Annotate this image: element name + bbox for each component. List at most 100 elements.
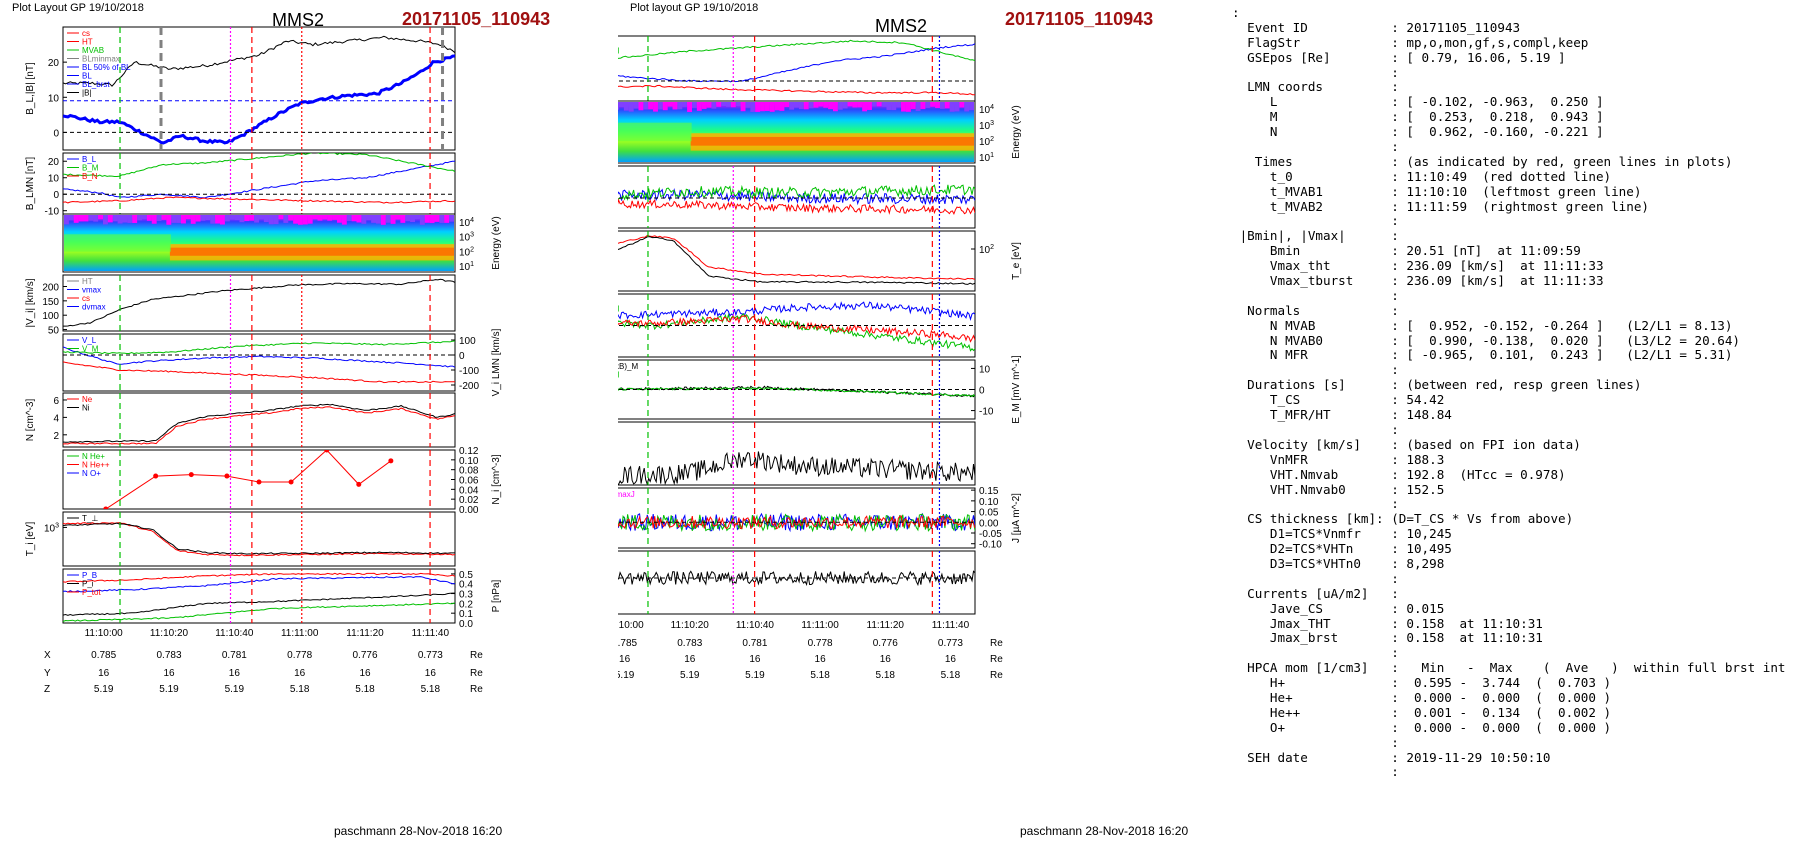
mid-panel-8: -0.15-0.1-0.0500.050.1J*E' [nW m^-3]J*E' — [618, 550, 976, 615]
spectrogram-noise-cell — [142, 215, 147, 220]
spectrogram-noise-cell — [735, 102, 741, 107]
y-tick-label-right: 0.4 — [459, 580, 473, 591]
spectrogram-noise-cell — [73, 215, 79, 223]
spectrogram-noise-cell — [721, 102, 727, 107]
spectrogram-noise-cell — [944, 102, 950, 109]
mid-spacecraft-title: MMS2 — [875, 16, 928, 36]
position-value: 16 — [425, 668, 437, 679]
series-group — [618, 301, 975, 352]
info-line: Velocity [km/s] : (based on FPI ion data… — [1232, 436, 1581, 452]
series--j- — [618, 451, 975, 485]
left-spacecraft-title: MMS2 — [272, 10, 325, 30]
spectrogram-noise-cell — [434, 215, 440, 222]
info-line: N MVAB : [ 0.952, -0.152, -0.264 ] (L2/L… — [1232, 317, 1733, 333]
y-tick-label: 6 — [53, 396, 59, 407]
series-t-par — [618, 234, 975, 281]
series-p-g — [63, 602, 455, 622]
info-line: : — [1232, 496, 1399, 512]
panel-ylabel: N_i [cm^-3] — [491, 454, 502, 504]
spectrogram-noise-cell — [774, 102, 780, 111]
y-tick-label-right: 102 — [979, 244, 994, 256]
legend-entry: dvmax — [82, 303, 106, 312]
spectrogram-noise-cell — [239, 215, 245, 223]
legend-entry: |J|_maxJ — [618, 490, 635, 499]
panel-ylabel: |V_i| [km/s] — [25, 278, 36, 327]
x-tick-label: 11:10:20 — [671, 620, 710, 631]
legend-entry: HT — [82, 38, 93, 47]
info-line: N MVAB0 : [ 0.990, -0.138, 0.020 ] (L3/L… — [1232, 332, 1740, 348]
info-line: : — [1232, 213, 1399, 229]
spectrogram-noise-cell — [842, 102, 848, 109]
spectrogram-noise-cell — [322, 215, 328, 220]
info-line: VHT.Nmvab : 192.8 (HTcc = 0.978) — [1232, 466, 1566, 482]
spectrogram-noise-cell — [905, 102, 911, 112]
spectrogram-noise-cell — [405, 215, 411, 222]
data-point — [324, 450, 330, 453]
panel-ylabel: B_L,|B| [nT] — [25, 62, 36, 115]
position-value: 16 — [359, 668, 371, 679]
legend-entry: BLminmax — [82, 55, 120, 64]
series-group — [63, 340, 455, 384]
panel-frame — [62, 213, 456, 273]
info-line: |Bmin|, |Vmax| : — [1232, 228, 1399, 244]
series-group — [618, 385, 975, 398]
spectrogram-noise-cell — [657, 102, 663, 110]
panel-ylabel: P [nPa] — [491, 579, 502, 612]
series-group — [63, 403, 455, 445]
spectrogram-noise-cell — [619, 102, 624, 108]
spectrogram-noise-cell — [210, 215, 216, 224]
series-e-l — [618, 301, 975, 321]
panel-ylabel: J [µA m^-2] — [1011, 493, 1022, 543]
spectrogram-noise-cell — [920, 102, 926, 110]
spectrogram-noise-cell — [740, 102, 746, 112]
data-point — [356, 481, 362, 487]
spectrogram-noise-cell — [244, 215, 250, 222]
spectrogram-tick-label: 103 — [459, 232, 474, 244]
info-line: : — [1232, 734, 1399, 750]
position-value: 16 — [98, 668, 110, 679]
series-group — [618, 512, 975, 533]
series-group — [618, 570, 975, 587]
spectrogram-noise-cell — [103, 215, 108, 225]
legend-entry: BL — [82, 72, 92, 81]
y-tick-label: 0 — [53, 128, 59, 139]
mid-footer: paschmann 28-Nov-2018 16:20 — [1020, 824, 1189, 838]
position-unit: Re — [470, 668, 483, 679]
panel-ylabel: V_i LMN [km/s] — [491, 328, 502, 396]
spectrogram-noise-cell — [857, 102, 863, 108]
info-line: Times : (as indicated by red, green line… — [1232, 153, 1733, 169]
position-value: 0.776 — [352, 650, 377, 661]
series-t-perp — [618, 236, 975, 285]
y-tick-label-right: 0.10 — [459, 456, 479, 467]
spectrogram-noise-cell — [798, 102, 804, 110]
spectrogram-noise-cell — [181, 215, 186, 224]
position-row-label: X — [44, 650, 51, 661]
y-tick-label: 10 — [48, 93, 60, 104]
info-line: SEH date : 2019-11-29 10:50:10 — [1232, 749, 1551, 765]
legend-entry: P_B — [82, 571, 97, 580]
spectrogram-noise-cell — [750, 102, 756, 112]
info-line: D2=TCS*VHTn : 10,495 — [1232, 541, 1452, 557]
spectrogram-noise-cell — [298, 215, 303, 225]
spectrogram-noise-cell — [794, 102, 799, 108]
legend-entry: B_M — [618, 47, 620, 56]
spectrogram-noise-cell — [789, 102, 795, 110]
position-value: 5.18 — [421, 684, 441, 695]
y-tick-label-right: -0.05 — [979, 529, 1002, 540]
left-panel-6: 0.120.100.080.060.040.020.00 N_i [cm^-3] N… — [62, 446, 502, 516]
left-panel-2: 104 103 102 101 Energy (eV) — [62, 213, 502, 273]
x-tick-label: 11:10:00 — [618, 620, 644, 631]
spectrogram-noise-cell — [68, 215, 74, 221]
left-panel-8: 0.50.40.30.20.10.0 P [nPa] P_BP_iP_tot — [62, 568, 502, 630]
spectrogram-noise-cell — [682, 102, 688, 107]
y-tick-label-right: 0.00 — [459, 505, 479, 516]
x-tick-label: 11:11:40 — [412, 628, 450, 639]
series--b- — [63, 35, 455, 87]
series-v-n — [618, 198, 975, 216]
legend-entry: P_tot — [82, 588, 101, 597]
y-tick-label-right: 0.06 — [459, 476, 479, 487]
spectrogram-noise-cell — [93, 215, 99, 222]
series-j-e- — [618, 570, 975, 587]
